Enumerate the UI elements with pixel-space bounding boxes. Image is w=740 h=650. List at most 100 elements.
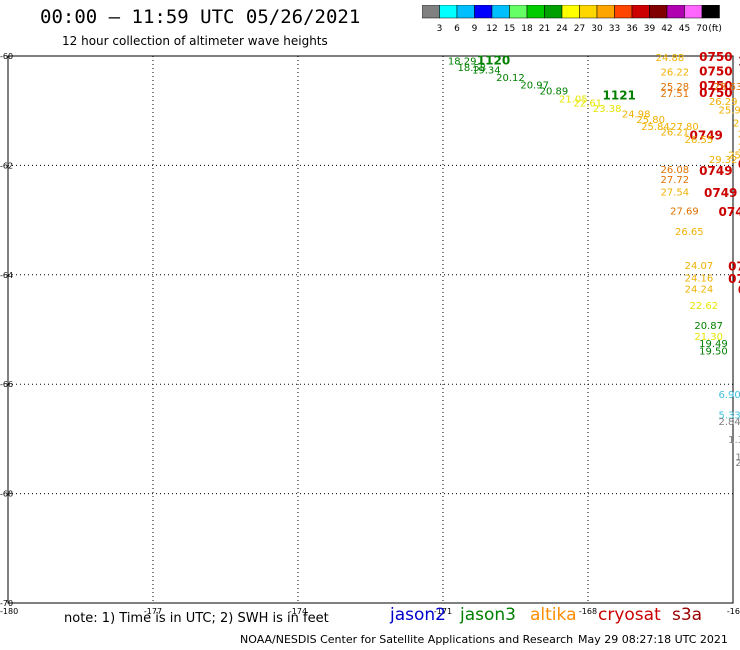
pass-time-label: 0750 <box>699 50 732 64</box>
wave-height-value: 26.65 <box>675 227 704 238</box>
wave-height-value: 26.29 <box>733 119 740 130</box>
wave-height-value: 19.49 <box>699 339 728 350</box>
pass-time-label: 0749 <box>699 164 732 178</box>
wave-height-value: 20.12 <box>496 73 525 84</box>
wave-height-value: 25.28 <box>661 82 690 93</box>
pass-time-label: 0749 <box>738 157 740 171</box>
colorbar-label: 39 <box>644 24 656 34</box>
colorbar-label: 12 <box>486 24 497 34</box>
pass-time-label: 1120 <box>477 53 510 67</box>
colorbar-label: 70 <box>696 24 708 34</box>
wave-height-value: 20.87 <box>694 321 723 332</box>
latitude-label: -62 <box>0 161 13 170</box>
pass-time-label: 0749 <box>728 272 740 286</box>
wave-height-value: 29.32 <box>709 155 738 166</box>
wave-height-value: 25.04 <box>728 150 740 161</box>
wave-height-value: 27.51 <box>661 89 690 100</box>
colorbar-label: 21 <box>539 24 550 34</box>
legend-cryosat: cryosat <box>598 605 661 625</box>
colorbar-swatch <box>701 5 720 19</box>
pass-time-label: 0750 <box>699 86 732 100</box>
longitude-label: -168 <box>579 607 597 616</box>
pass-time-label: 0749 <box>704 186 737 200</box>
wave-height-value: 27.69 <box>670 206 699 217</box>
colorbar-unit: (ft) <box>708 24 722 34</box>
wave-height-value: 19.34 <box>472 66 501 77</box>
color-scale-bar: 3 6 9 12 15 18 21 24 27 30 33 36 39 42 45 70 (ft) <box>422 5 722 34</box>
latitude-label: -60 <box>0 52 13 61</box>
wave-height-labels: 18.29 112018.5819.3420.1220.9720.8921.052… <box>448 50 740 469</box>
wave-height-value: 18.58 <box>458 63 487 74</box>
colorbar-label: 9 <box>472 24 478 34</box>
latitude-label: -70 <box>0 599 13 608</box>
wave-height-value: 24.88 <box>656 53 685 64</box>
pass-time-label: 1008 <box>738 54 740 68</box>
latitude-label: -66 <box>0 380 13 389</box>
wave-height-value: 26.55 <box>685 135 714 146</box>
wave-height-value: 25.91 <box>719 106 740 117</box>
wave-height-value: 26.29 <box>709 97 738 108</box>
footer-note: note: 1) Time is in UTC; 2) SWH is in fe… <box>64 611 329 626</box>
wave-height-value: 27.54 <box>661 188 690 199</box>
legend-altika: altika <box>530 605 577 625</box>
pass-time-label: 0749 <box>719 205 740 219</box>
page-subtitle: 12 hour collection of altimeter wave hei… <box>62 34 328 48</box>
credit-line: NOAA/NESDIS Center for Satellite Applica… <box>240 633 574 646</box>
pass-time-label: 1121 <box>603 88 636 102</box>
wave-height-value: 26.22 <box>661 67 690 78</box>
wave-height-value: 1.36 <box>728 435 740 446</box>
legend-jason2: jason2 <box>390 605 446 625</box>
colorbar-label: 27 <box>574 24 585 34</box>
wave-height-value: 21.05 <box>559 95 588 106</box>
wave-height-value: 1.87 <box>735 452 740 463</box>
wave-height-value: 28.63 <box>714 82 740 93</box>
page-title: 00:00 – 11:59 UTC 05/26/2021 <box>40 6 361 28</box>
wave-height-value: 20.89 <box>540 86 569 97</box>
latitude-label: -64 <box>0 271 13 280</box>
map-frame <box>7 55 734 604</box>
wave-height-value: 19.50 <box>699 346 728 357</box>
wave-height-value: 22.62 <box>690 301 719 312</box>
colorbar-label: 15 <box>504 24 515 34</box>
pass-time-label: 0750 <box>699 64 732 78</box>
pass-time-label: 0749 <box>728 260 740 274</box>
wave-height-value: 20.97 <box>520 80 549 91</box>
wave-height-value: 25.80 <box>636 115 665 126</box>
wave-height-value: 27.80 <box>670 122 699 133</box>
colorbar-label: 18 <box>521 24 533 34</box>
legend-jason3: jason3 <box>460 605 516 625</box>
colorbar-label: 36 <box>626 24 638 34</box>
pass-time-label: 0749 <box>690 128 723 142</box>
latitude-label: -68 <box>0 490 13 499</box>
wave-height-value: 24.16 <box>685 274 714 285</box>
timestamp: May 29 08:27:18 UTC 2021 <box>578 633 728 646</box>
colorbar-label: 30 <box>591 24 603 34</box>
longitude-label: -180 <box>0 607 18 616</box>
wave-height-value: 21.30 <box>694 332 723 343</box>
colorbar-label: 3 <box>437 24 443 34</box>
wave-height-value: 24.07 <box>685 261 714 272</box>
wave-height-value: 24.98 <box>622 109 651 120</box>
wave-height-value: 26.08 <box>661 165 690 176</box>
wave-height-value: 26.21 <box>661 127 690 138</box>
wave-height-value: 27.72 <box>661 175 690 186</box>
colorbar-label: 45 <box>679 24 690 34</box>
wave-height-value: 26.92 <box>738 130 740 141</box>
colorbar-label: 6 <box>454 24 460 34</box>
wave-height-value: 5.33 <box>719 410 740 421</box>
longitude-label: -174 <box>289 607 307 616</box>
longitude-label: -177 <box>144 607 162 616</box>
colorbar-label: 42 <box>661 24 672 34</box>
colorbar-label: 24 <box>556 24 568 34</box>
wave-height-value: 18.29 <box>448 56 477 67</box>
longitude-label: -171 <box>434 607 452 616</box>
wave-height-value: 24.24 <box>685 284 714 295</box>
wave-height-value: 2.84 <box>719 417 740 428</box>
legend-s3a: s3a <box>672 605 703 625</box>
wave-height-value: 22.61 <box>574 98 603 109</box>
colorbar-label: 33 <box>609 24 620 34</box>
wave-height-value: 25.84 <box>641 122 670 133</box>
wave-height-value: 25.86 <box>738 142 740 153</box>
wave-height-value: 23.38 <box>593 104 622 115</box>
